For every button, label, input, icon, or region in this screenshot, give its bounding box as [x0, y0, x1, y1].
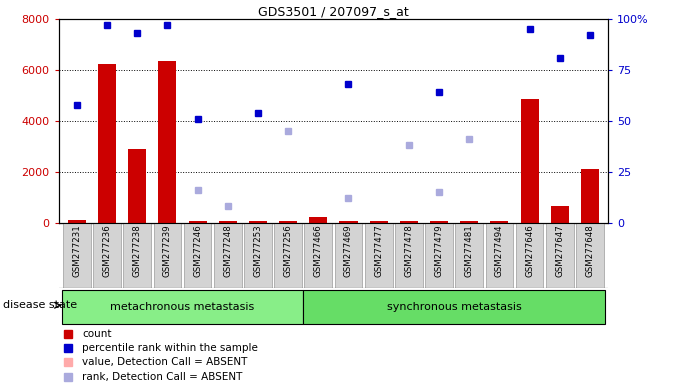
Text: GSM277648: GSM277648	[585, 225, 594, 277]
Text: GSM277469: GSM277469	[344, 225, 353, 277]
Text: GSM277231: GSM277231	[73, 225, 82, 277]
Text: GSM277256: GSM277256	[283, 225, 292, 277]
Bar	[189, 221, 207, 223]
Text: GSM277479: GSM277479	[435, 225, 444, 277]
Bar	[339, 221, 357, 223]
Bar	[219, 221, 237, 223]
Bar	[551, 206, 569, 223]
Text: disease state: disease state	[3, 300, 77, 310]
Text: GSM277494: GSM277494	[495, 225, 504, 277]
Bar	[515, 223, 544, 288]
Text: synchronous metastasis: synchronous metastasis	[387, 302, 522, 312]
Text: GSM277253: GSM277253	[254, 225, 263, 277]
Text: GSM277481: GSM277481	[465, 225, 474, 277]
Bar	[214, 223, 242, 288]
Bar	[400, 221, 418, 223]
Bar	[520, 99, 539, 223]
Bar	[244, 223, 272, 288]
Bar	[305, 223, 332, 288]
Bar	[395, 223, 423, 288]
Text: rank, Detection Call = ABSENT: rank, Detection Call = ABSENT	[82, 372, 243, 382]
Text: GSM277647: GSM277647	[556, 225, 565, 277]
Bar	[491, 221, 509, 223]
Bar	[274, 223, 302, 288]
Bar	[430, 221, 448, 223]
Bar	[455, 223, 483, 288]
Bar	[153, 223, 181, 288]
Title: GDS3501 / 207097_s_at: GDS3501 / 207097_s_at	[258, 5, 409, 18]
Bar	[370, 221, 388, 223]
Bar	[128, 149, 146, 223]
Bar	[576, 223, 604, 288]
Bar	[98, 64, 116, 223]
Text: count: count	[82, 329, 112, 339]
Text: percentile rank within the sample: percentile rank within the sample	[82, 343, 258, 353]
Bar	[486, 223, 513, 288]
Bar	[184, 223, 211, 288]
Text: GSM277477: GSM277477	[375, 225, 384, 277]
Text: GSM277246: GSM277246	[193, 225, 202, 277]
Text: GSM277646: GSM277646	[525, 225, 534, 277]
Text: GSM277239: GSM277239	[163, 225, 172, 277]
Text: GSM277248: GSM277248	[223, 225, 232, 277]
Bar	[63, 223, 91, 288]
Bar	[334, 223, 362, 288]
Bar	[61, 290, 303, 324]
Bar	[158, 61, 176, 223]
Bar	[460, 221, 478, 223]
Text: GSM277238: GSM277238	[133, 225, 142, 277]
Text: value, Detection Call = ABSENT: value, Detection Call = ABSENT	[82, 358, 247, 367]
Bar	[123, 223, 151, 288]
Bar	[425, 223, 453, 288]
Bar	[279, 221, 297, 223]
Bar	[93, 223, 121, 288]
Text: metachronous metastasis: metachronous metastasis	[111, 302, 254, 312]
Bar	[310, 217, 328, 223]
Text: GSM277236: GSM277236	[102, 225, 111, 277]
Text: GSM277478: GSM277478	[404, 225, 413, 277]
Bar	[249, 221, 267, 223]
Text: GSM277466: GSM277466	[314, 225, 323, 277]
Bar	[581, 169, 599, 223]
Bar	[365, 223, 392, 288]
Bar	[303, 290, 605, 324]
Bar	[546, 223, 574, 288]
Bar	[68, 220, 86, 223]
